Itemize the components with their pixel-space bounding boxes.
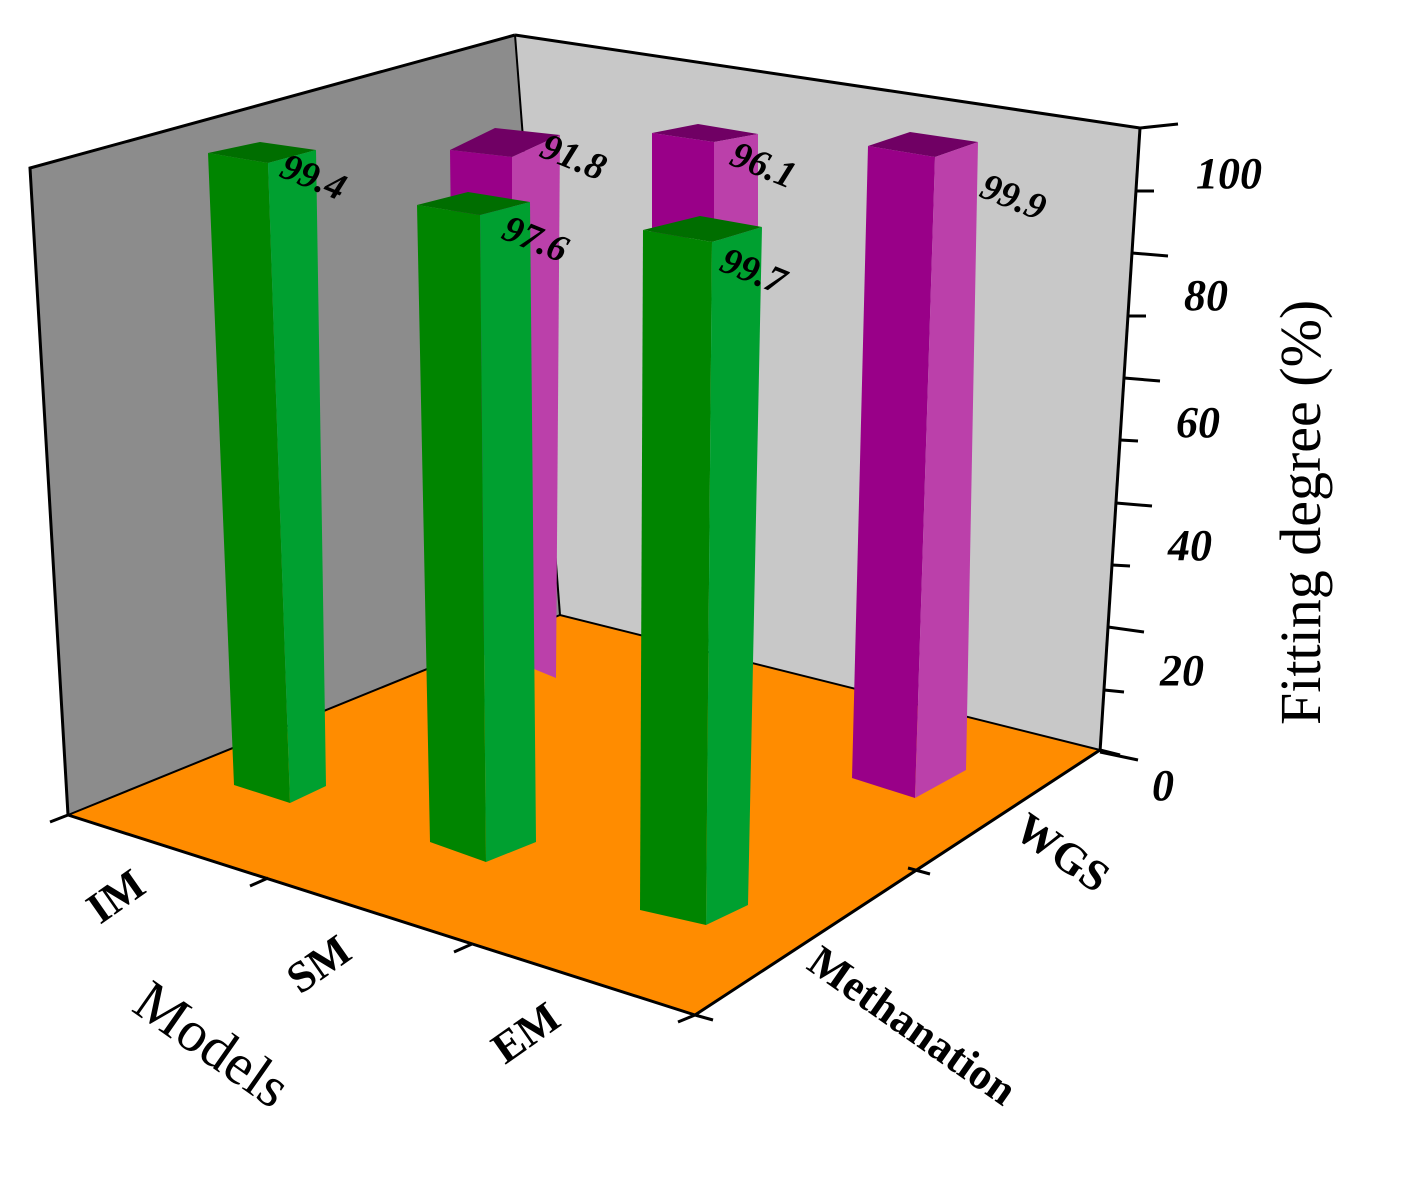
bar-top	[652, 124, 758, 142]
x-tick-im-sm	[249, 876, 269, 888]
y-tick-start	[694, 1013, 714, 1022]
floor-plane	[68, 615, 1100, 1015]
series-methanation	[208, 142, 762, 925]
bar-front	[652, 133, 714, 240]
z-tick-80	[1131, 251, 1169, 258]
x-axis-title: Models	[123, 967, 303, 1120]
z-tick-10	[1103, 688, 1125, 694]
bar-front	[208, 153, 290, 803]
y-cat-label-wgs: WGS	[1006, 803, 1118, 902]
bar-side	[706, 227, 762, 925]
x-cat-label-im: IM	[78, 859, 154, 933]
y-axis-line	[694, 748, 1101, 1017]
z-axis-title: Fitting degree (%)	[1268, 300, 1333, 725]
z-axis: 0 20 40 60 80 100 Fitting degree (%)	[1098, 122, 1333, 810]
bar-side	[915, 142, 978, 798]
bar-top	[868, 132, 978, 157]
z-tick-label-40: 40	[1167, 521, 1212, 570]
z-tick-label-60: 60	[1176, 398, 1220, 447]
x-axis-line	[67, 813, 696, 1017]
right-wall-top-edge	[514, 33, 1141, 130]
bar-side	[714, 134, 758, 240]
x-tick-end	[677, 1013, 696, 1024]
bar-front	[417, 205, 486, 862]
y-tick-end	[1099, 748, 1121, 757]
z-tick-20	[1107, 625, 1145, 634]
bar-em-methanation[interactable]	[640, 216, 762, 925]
z-tick-40	[1115, 501, 1153, 508]
z-tick-label-0: 0	[1152, 761, 1174, 810]
bar-front	[640, 230, 712, 925]
bar-top	[208, 142, 316, 163]
bar-sm-wgs[interactable]	[652, 124, 758, 240]
bar-side	[480, 202, 536, 862]
bar-im-methanation[interactable]	[208, 142, 326, 803]
y-cat-label-methanation: Methanation	[799, 936, 1025, 1115]
z-tick-label-100: 100	[1196, 149, 1262, 198]
bar-side	[268, 150, 326, 803]
z-tick-100	[1139, 122, 1179, 130]
z-tick-label-80: 80	[1184, 271, 1228, 320]
bar-em-wgs[interactable]	[852, 132, 978, 798]
bar-top	[450, 128, 560, 157]
z-tick-50	[1119, 438, 1139, 443]
z-tick-label-20: 20	[1159, 646, 1204, 695]
bar-top	[643, 216, 762, 242]
x-tick-sm-em	[453, 942, 473, 954]
x-cat-label-sm: SM	[278, 925, 360, 1003]
left-wall-edge	[28, 33, 516, 816]
bar-sm-methanation[interactable]	[417, 192, 536, 862]
x-tick-start	[49, 813, 69, 824]
bar-front	[852, 146, 935, 798]
bar-top	[417, 192, 530, 215]
z-tick-60	[1123, 376, 1161, 383]
x-cat-label-em: EM	[483, 992, 569, 1073]
z-tick-30	[1111, 563, 1131, 568]
y-tick-mid	[907, 866, 931, 876]
